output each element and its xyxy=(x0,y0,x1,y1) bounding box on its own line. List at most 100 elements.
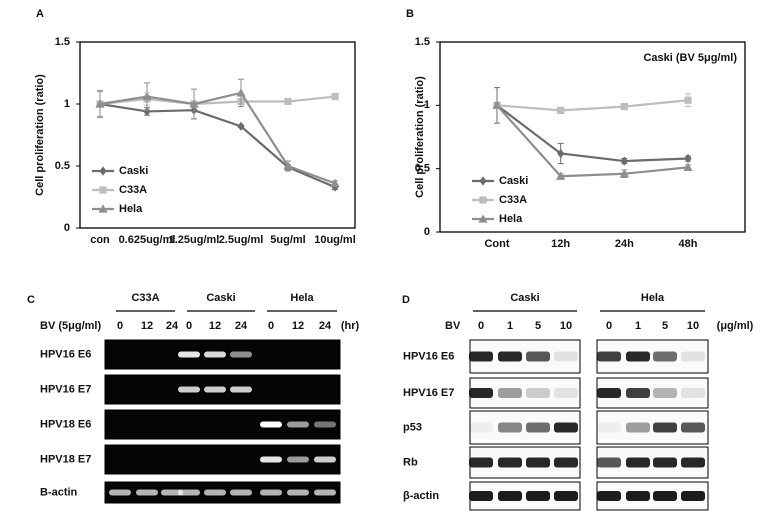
band xyxy=(314,387,336,393)
band xyxy=(469,351,493,362)
unit-label: (μg/ml) xyxy=(717,320,754,332)
band xyxy=(526,351,550,362)
blot-frame xyxy=(104,409,341,440)
band xyxy=(314,421,336,428)
x-tick-label: 12h xyxy=(551,238,570,250)
band xyxy=(498,388,522,398)
plot-frame xyxy=(79,41,356,229)
band xyxy=(204,351,226,358)
row-label: β-actin xyxy=(403,490,439,502)
band xyxy=(109,387,131,393)
row-label: HPV16 E6 xyxy=(40,348,91,360)
band xyxy=(287,352,309,358)
marker xyxy=(556,171,566,180)
band xyxy=(109,457,131,463)
y-tick-label: 1 xyxy=(64,98,70,110)
marker xyxy=(683,162,693,171)
band xyxy=(554,351,578,362)
band xyxy=(178,386,200,393)
marker xyxy=(331,92,339,101)
lane-label: 10 xyxy=(560,320,572,332)
x-tick-label: 48h xyxy=(679,238,698,250)
band xyxy=(260,489,282,496)
band xyxy=(136,387,158,393)
band xyxy=(178,422,200,428)
x-tick-label: 0.625ug/ml xyxy=(119,234,176,246)
marker xyxy=(189,99,199,108)
band xyxy=(469,491,493,501)
band xyxy=(260,387,282,393)
band xyxy=(469,422,493,433)
band xyxy=(626,491,650,501)
band xyxy=(597,388,621,398)
x-tick-label: 1.25ug/ml xyxy=(169,234,220,246)
band xyxy=(498,491,522,501)
band xyxy=(178,457,200,463)
band xyxy=(230,386,252,393)
band xyxy=(597,351,621,362)
band xyxy=(287,489,309,496)
band xyxy=(109,422,131,428)
group-label: Caski xyxy=(206,292,235,304)
panel-label: C xyxy=(27,294,35,306)
series-line xyxy=(496,104,689,163)
plot-frame xyxy=(439,41,746,233)
lane-label: 10 xyxy=(687,320,699,332)
band xyxy=(554,422,578,433)
lane-label: 0 xyxy=(117,320,123,332)
group-label: Hela xyxy=(641,292,665,304)
marker xyxy=(557,148,565,159)
band xyxy=(626,457,650,468)
lane-label: 0 xyxy=(606,320,612,332)
legend-label: Hela xyxy=(499,213,523,225)
legend-label: Caski xyxy=(119,165,148,177)
row-label: p53 xyxy=(403,421,422,433)
band xyxy=(554,457,578,468)
x-tick-label: 24h xyxy=(615,238,634,250)
legend-label: C33A xyxy=(119,184,147,196)
marker xyxy=(619,169,629,178)
marker xyxy=(492,100,502,109)
band xyxy=(230,422,252,428)
band xyxy=(681,388,705,398)
lane-label: 12 xyxy=(209,320,221,332)
y-tick-label: 1.5 xyxy=(415,36,430,48)
marker xyxy=(620,156,628,166)
band xyxy=(597,491,621,501)
treatment-label: BV xyxy=(445,320,461,332)
lane-label: 24 xyxy=(319,320,332,332)
x-tick-label: 5ug/ml xyxy=(270,234,305,246)
band xyxy=(681,351,705,362)
marker xyxy=(684,153,692,164)
band xyxy=(178,489,200,496)
marker xyxy=(283,161,293,170)
band xyxy=(260,352,282,358)
series-line xyxy=(99,91,336,185)
band xyxy=(469,457,493,468)
treatment-label: BV (5μg/ml) xyxy=(40,320,101,332)
y-tick-label: 0.5 xyxy=(415,163,430,175)
y-tick-label: 1.5 xyxy=(55,36,70,48)
legend-label: Caski xyxy=(499,175,528,187)
lane-label: 1 xyxy=(507,320,513,332)
band xyxy=(260,456,282,463)
band xyxy=(287,456,309,463)
band xyxy=(109,352,131,358)
band xyxy=(469,388,493,398)
band xyxy=(554,388,578,398)
legend-marker xyxy=(479,196,487,204)
band xyxy=(287,387,309,393)
row-label: B-actin xyxy=(40,486,78,498)
y-tick-label: 0.5 xyxy=(55,160,70,172)
band xyxy=(314,456,336,463)
band xyxy=(204,457,226,463)
legend-marker xyxy=(479,176,487,186)
band xyxy=(136,457,158,463)
band xyxy=(526,457,550,468)
band xyxy=(597,457,621,468)
band xyxy=(204,422,226,428)
band xyxy=(230,457,252,463)
group-label: Hela xyxy=(290,292,314,304)
marker xyxy=(330,178,340,187)
y-tick-label: 0 xyxy=(64,222,70,234)
